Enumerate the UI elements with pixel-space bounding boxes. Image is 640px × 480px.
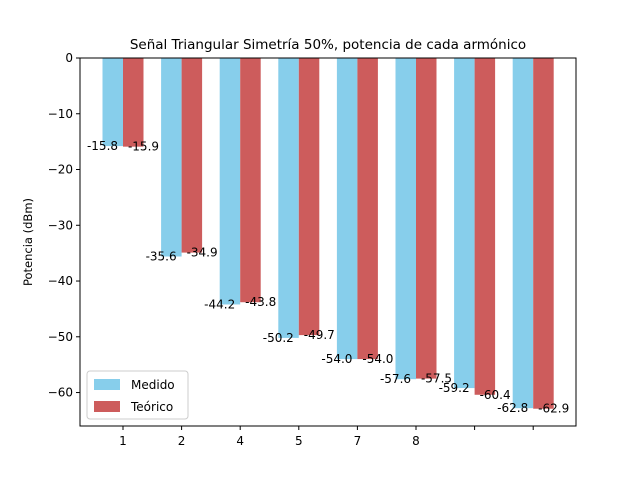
y-axis-label: Potencia (dBm) [21, 198, 35, 286]
y-tick-label: −20 [48, 163, 73, 177]
x-tick-label: 7 [354, 434, 362, 448]
data-label-medido-6: -57.6 [380, 372, 411, 386]
bar-terico-5 [357, 58, 378, 360]
bar-medido-7 [454, 58, 475, 389]
bar-terico-4 [298, 58, 320, 336]
bar-medido-8 [512, 58, 534, 409]
data-label-medido-4: -50.2 [263, 331, 294, 345]
bar-medido-6 [395, 58, 416, 380]
x-tick-label: 8 [412, 434, 420, 448]
bar-medido-2 [161, 58, 182, 257]
x-tick-label: 4 [236, 434, 244, 448]
data-label-terico-4: -49.7 [304, 328, 335, 342]
bar-terico-2 [181, 58, 203, 253]
y-tick-label: 0 [65, 51, 73, 65]
x-tick-label: 1 [119, 434, 127, 448]
bar-medido-5 [336, 58, 358, 360]
legend-swatch-medido [94, 379, 120, 390]
y-tick-label: −30 [48, 218, 73, 232]
bar-terico-7 [474, 58, 496, 395]
bar-terico-8 [533, 58, 554, 409]
x-axis: 1 2 4 5 7 8 [119, 426, 534, 448]
bar-medido-4 [278, 58, 299, 338]
y-tick-label: −10 [48, 107, 73, 121]
legend-swatch-teorico [94, 401, 120, 412]
legend: Medido Teórico [86, 370, 189, 420]
data-label-terico-5: -54.0 [362, 352, 393, 366]
bar-terico-1 [123, 58, 144, 147]
data-label-medido-1: -15.8 [87, 139, 118, 153]
bars-layer [102, 58, 554, 409]
bar-medido-3 [219, 58, 241, 305]
data-label-medido-3: -44.2 [204, 297, 235, 311]
data-label-medido-2: -35.6 [146, 249, 177, 263]
y-axis: 0 −10 −20 −30 −40 −50 −60 [48, 51, 80, 400]
x-tick-label: 5 [295, 434, 303, 448]
bar-terico-6 [416, 58, 437, 379]
data-labels: -15.8 -35.6 -44.2 -50.2 -54.0 -57.6 -59.2 -62.8… [87, 139, 569, 416]
bar-terico-3 [240, 58, 261, 303]
plot-frame [79, 57, 577, 427]
bar-medido-1 [102, 58, 123, 147]
data-label-terico-3: -43.8 [245, 295, 276, 309]
y-tick-label: −40 [48, 274, 73, 288]
y-tick-label: −60 [48, 386, 73, 400]
data-label-terico-2: -34.9 [187, 246, 218, 260]
data-label-terico-1: -15.9 [128, 140, 159, 154]
data-label-medido-7: -59.2 [439, 381, 470, 395]
data-label-medido-5: -54.0 [321, 352, 352, 366]
data-label-terico-8: -62.9 [538, 402, 569, 416]
data-label-terico-6: -57.5 [421, 372, 452, 386]
legend-label-teorico: Teórico [130, 400, 173, 414]
x-tick-label: 2 [178, 434, 186, 448]
legend-label-medido: Medido [131, 378, 175, 392]
data-label-terico-7: -60.4 [480, 388, 511, 402]
y-tick-label: −50 [48, 330, 73, 344]
chart-title: Señal Triangular Simetría 50%, potencia … [130, 37, 526, 53]
data-label-medido-8: -62.8 [497, 401, 528, 415]
